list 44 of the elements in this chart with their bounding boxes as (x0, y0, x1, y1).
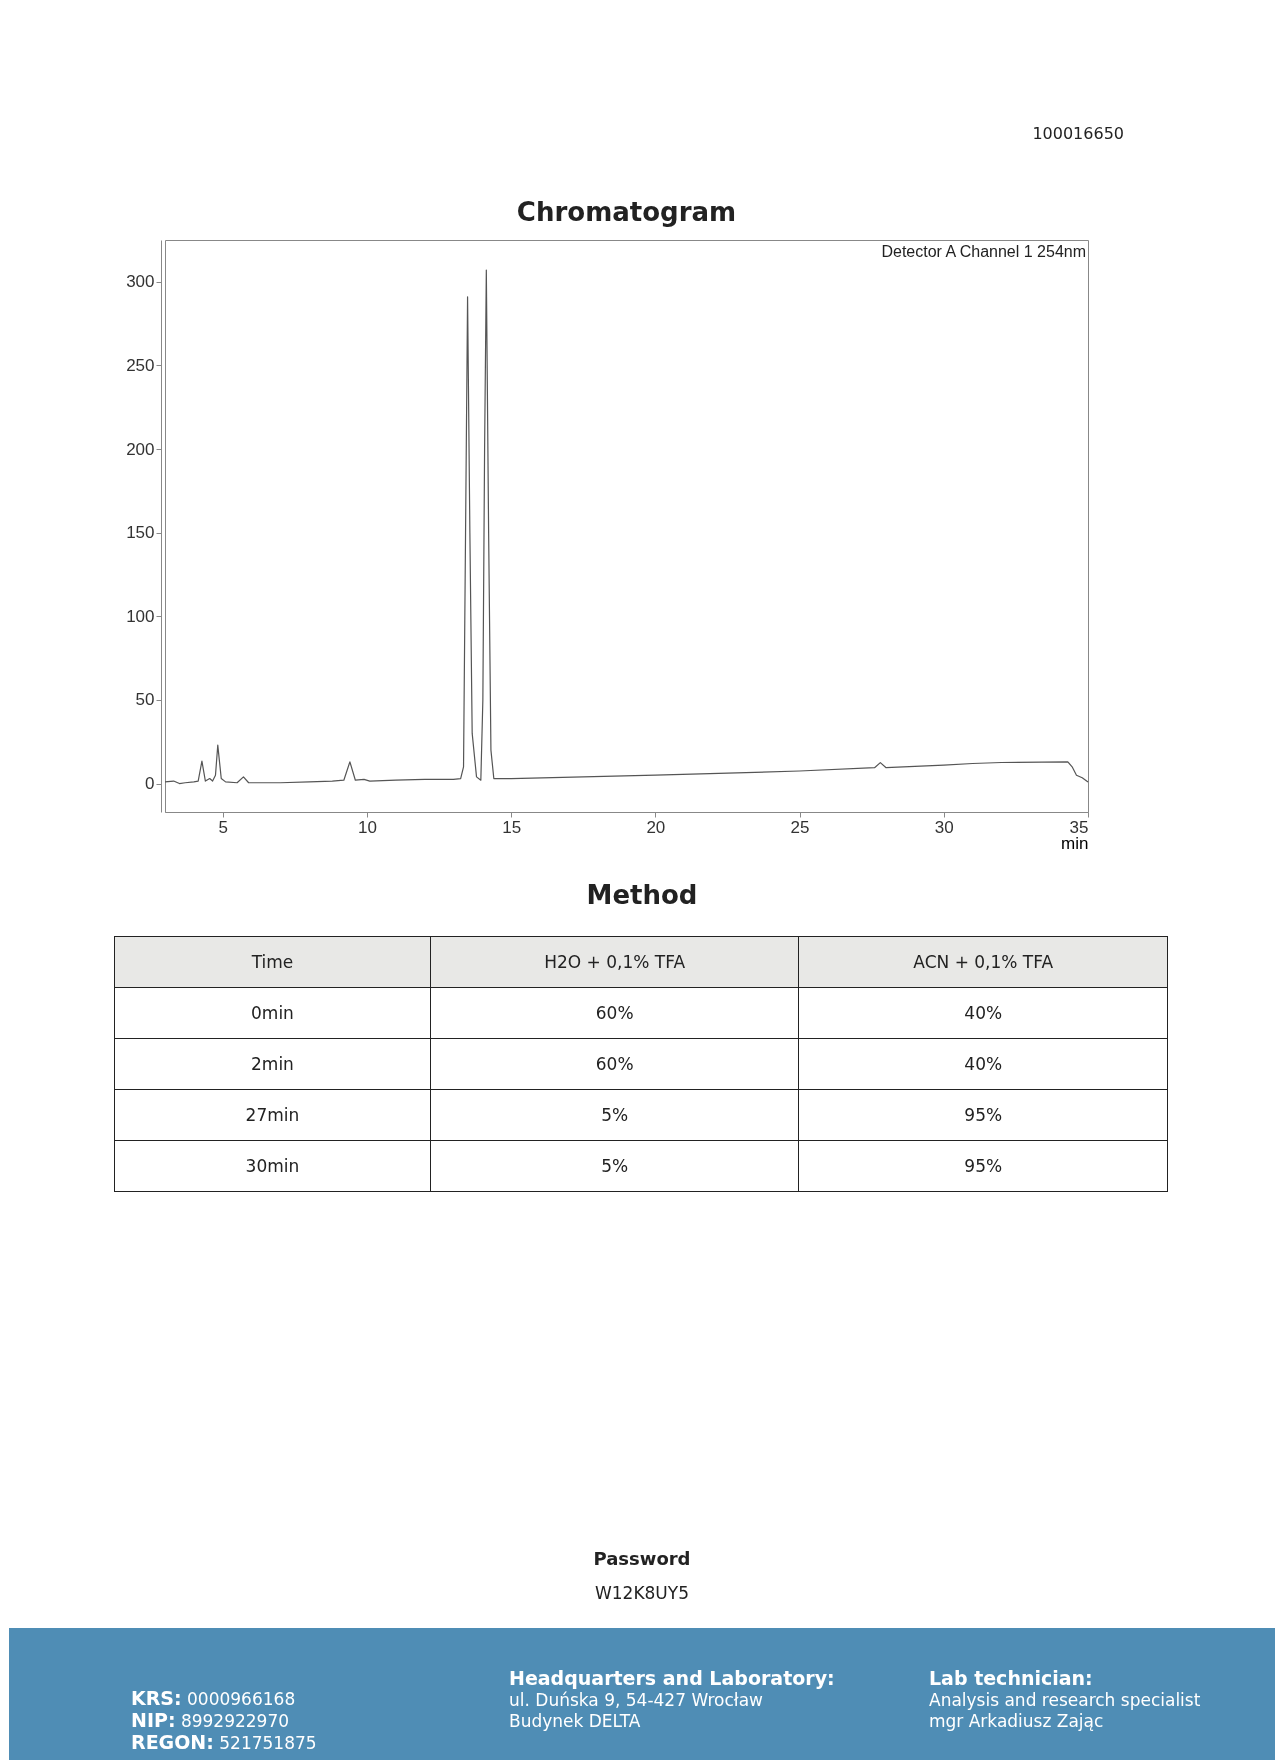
x-tick-label: 15 (502, 817, 522, 837)
x-tick-label: 20 (646, 817, 666, 837)
text: ACN + 0,1% TFA (798, 936, 1168, 988)
y-tick-label: 150 (126, 523, 155, 543)
text: Analysis and research specialist (929, 1690, 1201, 1710)
text: 40% (798, 1038, 1168, 1090)
text: H2O + 0,1% TFA (430, 936, 799, 988)
y-tick-label: 100 (126, 606, 155, 626)
y-tick-label: 200 (126, 439, 155, 459)
text: KRS: 0000966168 (131, 1687, 296, 1709)
x-tick-label: 5 (218, 817, 228, 837)
text: Headquarters and Laboratory: (509, 1667, 835, 1689)
text: 40% (798, 987, 1168, 1039)
y-tick-label: 300 (126, 272, 155, 292)
text: ul. Duńska 9, 54-427 Wrocław (509, 1690, 763, 1710)
line-series (164, 269, 1089, 785)
chart-title: Chromatogram (516, 197, 737, 227)
text: Lab technician: (929, 1667, 1093, 1689)
text: mgr Arkadiusz Zając (929, 1711, 1104, 1731)
text: REGON: 521751875 (131, 1731, 317, 1753)
x-tick-label: 10 (357, 817, 377, 837)
text: 60% (430, 987, 799, 1039)
text: 0min (114, 987, 431, 1039)
y-tick-label: 50 (135, 690, 155, 710)
y-tick-label: 250 (126, 355, 155, 375)
text: 95% (798, 1089, 1168, 1141)
annotation: Detector A Channel 1 254nm (881, 243, 1086, 260)
text: 2min (114, 1038, 431, 1090)
text: Time (114, 936, 431, 988)
x-tick-label: 30 (934, 817, 954, 837)
text: 60% (430, 1038, 799, 1090)
text: 5% (430, 1140, 799, 1192)
text: 5% (430, 1089, 799, 1141)
text: Password (592, 1548, 692, 1569)
text: 95% (798, 1140, 1168, 1192)
text: Method (585, 880, 699, 910)
text: NIP: 8992922970 (131, 1709, 290, 1731)
text: 100016650 (1032, 124, 1124, 143)
x-tick-label: 25 (790, 817, 810, 837)
text: 27min (114, 1089, 431, 1141)
text: 30min (114, 1140, 431, 1192)
text: W12K8UY5 (594, 1583, 690, 1603)
y-tick-label: 0 (145, 774, 155, 794)
text: Budynek DELTA (509, 1711, 641, 1731)
